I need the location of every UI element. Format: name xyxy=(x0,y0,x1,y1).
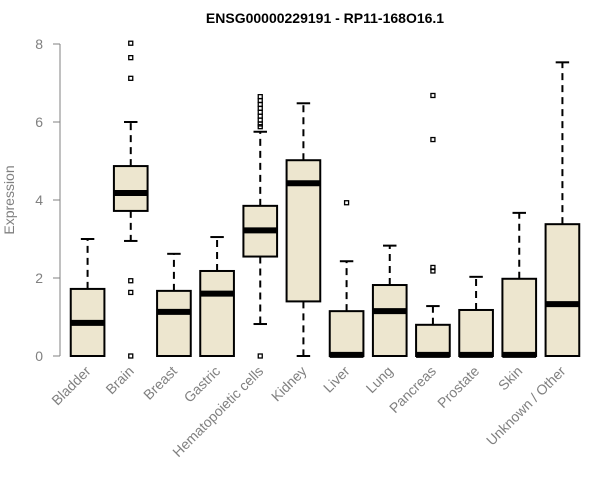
iqr-box xyxy=(328,310,365,357)
outlier-point xyxy=(343,200,350,206)
y-tick-label: 8 xyxy=(35,36,43,52)
x-tick-label: Prostate xyxy=(434,363,482,411)
outlier-point xyxy=(128,278,134,284)
outlier-point xyxy=(128,75,134,81)
outlier-point xyxy=(257,121,263,127)
outlier-point xyxy=(128,55,134,61)
x-tick-label: Skin xyxy=(495,363,526,394)
outlier-point xyxy=(128,40,134,46)
boxes-layer xyxy=(69,40,581,359)
iqr-box xyxy=(415,323,451,357)
outlier-point xyxy=(430,136,436,143)
box-unknown-other xyxy=(544,61,581,357)
box-hematopoietic-cells xyxy=(242,94,279,359)
box-liver xyxy=(328,200,365,358)
y-tick-label: 4 xyxy=(35,192,43,208)
x-tick-label: Lung xyxy=(363,363,396,396)
outlier-point xyxy=(257,353,263,359)
x-tick-label: Brain xyxy=(102,363,136,397)
box-breast xyxy=(156,252,192,357)
box-brain xyxy=(112,40,149,359)
y-axis-label: Expression xyxy=(1,165,17,234)
y-tick-label: 2 xyxy=(35,270,43,286)
y-tick-label: 6 xyxy=(35,114,43,130)
iqr-box xyxy=(156,289,192,357)
iqr-box xyxy=(371,284,408,357)
outlier-point xyxy=(257,124,263,130)
iqr-box xyxy=(199,269,235,358)
iqr-box xyxy=(112,165,149,212)
box-pancreas xyxy=(415,92,451,358)
outlier-point xyxy=(128,289,134,296)
outlier-point xyxy=(430,92,436,99)
box-lung xyxy=(371,244,408,357)
box-skin xyxy=(501,211,538,358)
outlier-point xyxy=(128,353,134,359)
box-kidney xyxy=(285,102,322,357)
iqr-box xyxy=(458,308,494,358)
x-tick-label: Pancreas xyxy=(386,363,439,416)
x-tick-label: Breast xyxy=(140,363,180,403)
box-prostate xyxy=(458,275,494,358)
iqr-box xyxy=(544,223,581,357)
box-bladder xyxy=(69,238,106,358)
x-tick-label: Liver xyxy=(320,363,353,396)
box-gastric xyxy=(199,236,235,358)
x-tick-label: Unknown / Other xyxy=(483,363,569,449)
chart-title: ENSG00000229191 - RP11-168O16.1 xyxy=(206,10,444,26)
x-tick-label: Bladder xyxy=(48,363,94,409)
y-tick-label: 0 xyxy=(35,348,43,364)
iqr-box xyxy=(501,277,538,357)
y-axis: 0 2 4 6 8 xyxy=(35,36,61,364)
outlier-point xyxy=(430,268,436,274)
x-tick-label: Kidney xyxy=(268,363,310,405)
x-tick-label: Gastric xyxy=(181,363,224,406)
